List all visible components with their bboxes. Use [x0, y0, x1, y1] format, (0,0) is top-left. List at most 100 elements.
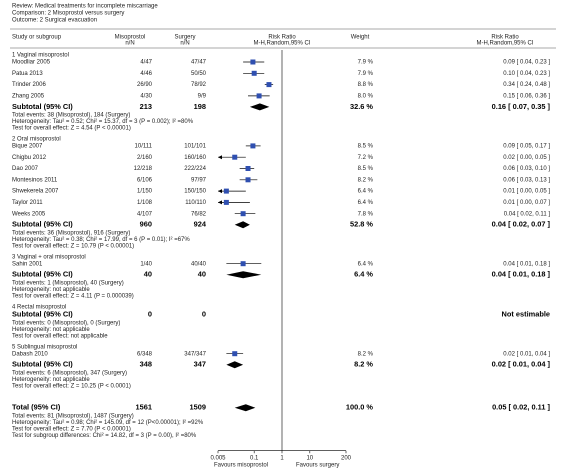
total-ctrl: 1509: [190, 403, 206, 412]
subtotal-exp: 213: [140, 102, 152, 111]
study-ctrl: 222/224: [184, 166, 206, 172]
group-title: 2 Oral misoprostol: [12, 136, 61, 142]
subtotal-exp: 40: [144, 270, 152, 279]
study-ci: 0.01 [ 0.00, 0.07 ]: [503, 200, 550, 206]
note: Test for subgroup differences: Chi² = 14…: [12, 433, 197, 439]
x-tick-label: 200: [341, 455, 352, 461]
note: Total events: 6 (Misoprostol), 347 (Surg…: [12, 370, 127, 376]
study-ctrl: 9/9: [198, 93, 207, 99]
study-weight: 7.2 %: [358, 155, 374, 161]
comparison: Comparison: 2 Misoprostol versus surgery: [12, 11, 124, 17]
study-ci: 0.06 [ 0.03, 0.13 ]: [503, 177, 550, 183]
note: Test for overall effect: Z = 10.25 (P < …: [12, 383, 131, 389]
study-label: Taylor 2011: [12, 200, 43, 206]
study-exp: 4/46: [140, 71, 152, 77]
subtotal-label: Subtotal (95% CI): [12, 220, 73, 229]
study-ctrl: 50/50: [191, 71, 207, 77]
study-ci: 0.01 [ 0.00, 0.05 ]: [503, 189, 550, 195]
point-estimate: [250, 143, 256, 149]
study-ci: 0.06 [ 0.03, 0.10 ]: [503, 166, 550, 172]
subtotal-label: Subtotal (95% CI): [12, 102, 73, 111]
study-ctrl: 76/82: [191, 211, 207, 217]
col-ctrl: Surgery: [174, 35, 195, 41]
subtotal-weight: 8.2 %: [354, 360, 373, 369]
note: Heterogeneity: not applicable: [12, 287, 90, 293]
study-label: Sahin 2001: [12, 261, 43, 267]
point-estimate: [245, 166, 251, 171]
study-exp: 4/30: [140, 93, 152, 99]
pooled-diamond: [249, 103, 270, 111]
study-weight: 8.2 %: [358, 351, 374, 357]
study-ci: 0.15 [ 0.06, 0.36 ]: [503, 93, 550, 99]
study-exp: 4/107: [137, 211, 153, 217]
x-tick-label: 0.1: [250, 455, 259, 461]
study-weight: 7.9 %: [358, 71, 374, 77]
total-label: Total (95% CI): [12, 403, 61, 412]
note: Total events: 1 (Misoprostol), 40 (Surge…: [12, 280, 124, 286]
study-weight: 7.9 %: [358, 60, 374, 66]
pooled-diamond: [226, 361, 244, 369]
subtotal-ci: 0.16 [ 0.07, 0.35 ]: [492, 102, 551, 111]
point-estimate: [251, 70, 257, 76]
note: Heterogeneity: not applicable: [12, 327, 90, 333]
study-ctrl: 47/47: [191, 60, 207, 66]
point-estimate: [245, 177, 251, 183]
subtotal-ci: 0.04 [ 0.01, 0.18 ]: [492, 270, 551, 279]
study-exp: 4/47: [140, 60, 152, 66]
note: Heterogeneity: Tau² = 0.98; Chi² = 145.0…: [12, 420, 204, 426]
study-ci: 0.02 [ 0.00, 0.05 ]: [503, 155, 550, 161]
subtotal-ctrl: 198: [194, 102, 206, 111]
col-plot: Risk Ratio: [268, 35, 296, 41]
note: Heterogeneity: not applicable: [12, 377, 90, 383]
col-ci: Risk Ratio: [491, 35, 519, 41]
study-label: Trinder 2006: [12, 82, 46, 88]
ci-arrow: [218, 189, 222, 194]
subtotal-exp: 348: [140, 360, 152, 369]
subtotal-label: Subtotal (95% CI): [12, 270, 73, 279]
study-exp: 12/218: [134, 166, 153, 172]
total-ci: 0.05 [ 0.02, 0.11 ]: [492, 403, 550, 412]
study-exp: 26/90: [137, 82, 153, 88]
study-exp: 1/150: [137, 189, 153, 195]
review: Review: Medical treatments for incomplet…: [12, 4, 158, 10]
study-ctrl: 347/347: [184, 351, 206, 357]
col-ctrl-sub: n/N: [180, 41, 189, 47]
subtotal-ctrl: 0: [202, 310, 206, 319]
subtotal-ctrl: 924: [194, 220, 207, 229]
subtotal-label: Subtotal (95% CI): [12, 360, 73, 369]
group-title: 4 Rectal misoprostol: [12, 304, 66, 310]
pooled-diamond: [234, 221, 250, 229]
note: Total events: 0 (Misoprostol), 0 (Surger…: [12, 320, 120, 326]
study-label: Weeks 2005: [12, 211, 46, 217]
study-exp: 1/40: [140, 261, 152, 267]
col-exp-sub: n/N: [125, 41, 134, 47]
study-exp: 6/106: [137, 177, 153, 183]
col-weight: Weight: [351, 35, 370, 41]
note: Total events: 36 (Misoprostol), 916 (Sur…: [12, 230, 130, 236]
study-ctrl: 150/150: [184, 189, 206, 195]
study-weight: 6.4 %: [358, 200, 374, 206]
study-label: Bique 2007: [12, 143, 43, 149]
total-weight: 100.0 %: [346, 403, 374, 412]
subtotal-exp: 0: [148, 310, 152, 319]
study-ctrl: 101/101: [184, 143, 206, 149]
study-ctrl: 97/97: [191, 177, 207, 183]
study-ci: 0.02 [ 0.01, 0.04 ]: [503, 351, 550, 357]
study-label: Dao 2007: [12, 166, 39, 172]
note: Heterogeneity: Tau² = 0.52; Chi² = 15.37…: [12, 119, 194, 125]
subtotal-weight: 6.4 %: [354, 270, 373, 279]
point-estimate: [232, 351, 238, 357]
subtotal-ci: 0.02 [ 0.01, 0.04 ]: [492, 360, 551, 369]
point-estimate: [232, 154, 238, 160]
study-weight: 8.2 %: [358, 177, 374, 183]
ci-arrow: [218, 200, 222, 205]
study-ci: 0.09 [ 0.04, 0.23 ]: [503, 60, 550, 66]
study-exp: 1/108: [137, 200, 153, 206]
col-ci-sub: M-H,Random,95% CI: [476, 41, 533, 47]
study-label: Montesinos 2011: [12, 177, 58, 183]
group-title: 1 Vaginal misoprostol: [12, 53, 69, 59]
study-label: Dabash 2010: [12, 351, 48, 357]
subtotal-exp: 960: [140, 220, 152, 229]
x-tick-label: 1: [280, 455, 284, 461]
